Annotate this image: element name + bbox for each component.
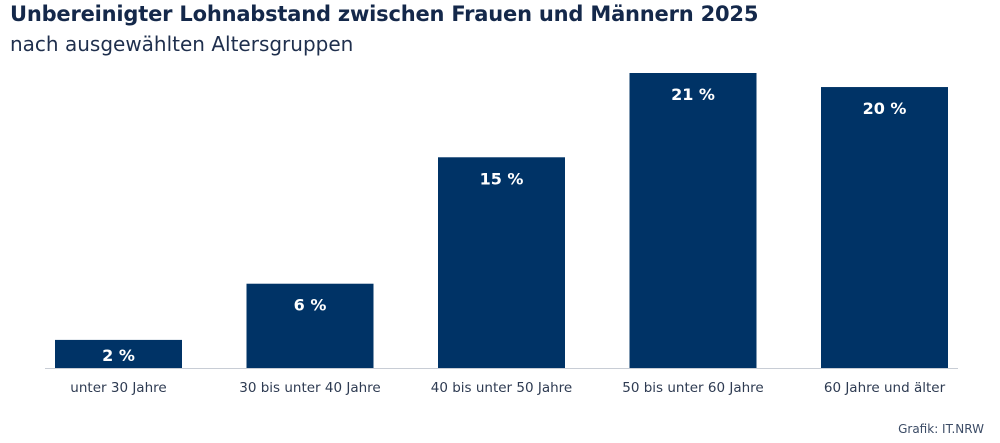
chart-subtitle: nach ausgewählten Altersgruppen xyxy=(10,32,354,56)
bar xyxy=(246,283,374,368)
x-tick-label: 50 bis unter 60 Jahre xyxy=(622,380,764,396)
x-tick-label: unter 30 Jahre xyxy=(70,380,166,396)
data-label: 2 % xyxy=(102,346,135,365)
data-label: 21 % xyxy=(671,85,715,104)
data-label: 15 % xyxy=(480,169,524,188)
bar xyxy=(629,73,757,368)
x-tick-label: 30 bis unter 40 Jahre xyxy=(239,380,381,396)
data-label: 20 % xyxy=(863,99,907,118)
bar xyxy=(55,339,182,368)
bar xyxy=(821,87,948,369)
x-tick-label: 60 Jahre und älter xyxy=(824,380,946,396)
x-tick-labels: unter 30 Jahre 30 bis unter 40 Jahre 40 bi… xyxy=(70,380,945,396)
x-tick-label: 40 bis unter 50 Jahre xyxy=(431,380,573,396)
source-credit: Grafik: IT.NRW xyxy=(898,422,984,436)
bars-group: 2 % 6 % 15 % 21 % 20 % xyxy=(55,73,948,369)
chart-title: Unbereinigter Lohnabstand zwischen Fraue… xyxy=(10,2,759,26)
data-label: 6 % xyxy=(294,296,327,315)
bar xyxy=(438,157,565,368)
